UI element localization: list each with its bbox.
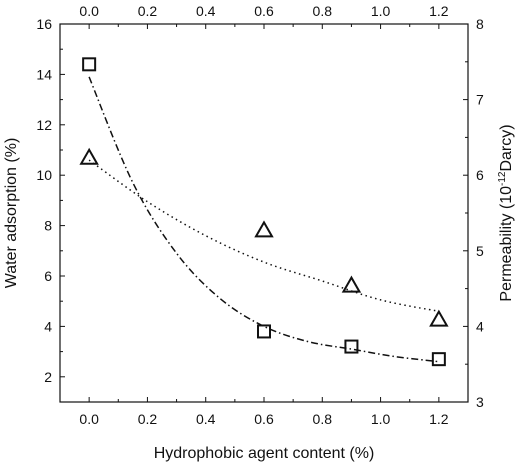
square-marker [82, 57, 97, 72]
y-right-tick-label: 7 [476, 92, 484, 108]
x-tick-label-top: 1.0 [371, 3, 391, 19]
y-left-tick-label: 14 [36, 66, 52, 82]
x-tick-label-top: 1.2 [429, 3, 449, 19]
x-tick-label-top: 0.0 [79, 3, 99, 19]
plot-frame [59, 23, 469, 403]
y-left-tick-label: 10 [36, 167, 52, 183]
triangle-marker [79, 147, 99, 165]
y-left-tick-label: 16 [36, 16, 52, 32]
triangle-marker [429, 309, 449, 327]
y-right-tick-label: 4 [476, 318, 484, 334]
y-right-tick-label: 5 [476, 243, 484, 259]
triangle-marker [254, 220, 274, 238]
series-1-trend-line [88, 76, 439, 363]
x-tick-label-top: 0.2 [138, 3, 158, 19]
y-left-tick-label: 4 [44, 318, 52, 334]
x-tick-label-top: 0.4 [196, 3, 216, 19]
x-tick-label-top: 0.6 [254, 3, 274, 19]
x-tick-label-bottom: 0.2 [138, 411, 158, 427]
x-tick-label-bottom: 0.8 [313, 411, 333, 427]
square-marker [257, 324, 271, 339]
x-tick-label-bottom: 1.2 [429, 411, 449, 427]
y-left-tick-label: 6 [44, 268, 52, 284]
x-tick-label-bottom: 1.0 [371, 411, 391, 427]
y-right-tick-label: 3 [476, 394, 484, 410]
x-tick-label-bottom: 0.6 [254, 411, 274, 427]
y-left-tick-label: 12 [36, 117, 52, 133]
series-2-trend-line [88, 159, 440, 313]
x-axis-title: Hydrophobic agent content (%) [154, 445, 375, 462]
triangle-marker [341, 275, 362, 293]
y-right-tick-label: 8 [476, 16, 484, 32]
square-marker [344, 339, 359, 354]
y-right-tick-label: 6 [476, 167, 484, 183]
y-left-axis-title: Water adsorption (%) [3, 138, 20, 289]
x-tick-label-bottom: 0.4 [196, 411, 216, 427]
y-left-tick-label: 2 [44, 369, 52, 385]
y-left-tick-label: 8 [44, 218, 52, 234]
x-tick-label-top: 0.8 [313, 3, 333, 19]
x-tick-label-bottom: 0.0 [79, 411, 99, 427]
square-marker [431, 352, 446, 367]
y-right-axis-title: Permeability (10-12Darcy) [497, 124, 515, 301]
